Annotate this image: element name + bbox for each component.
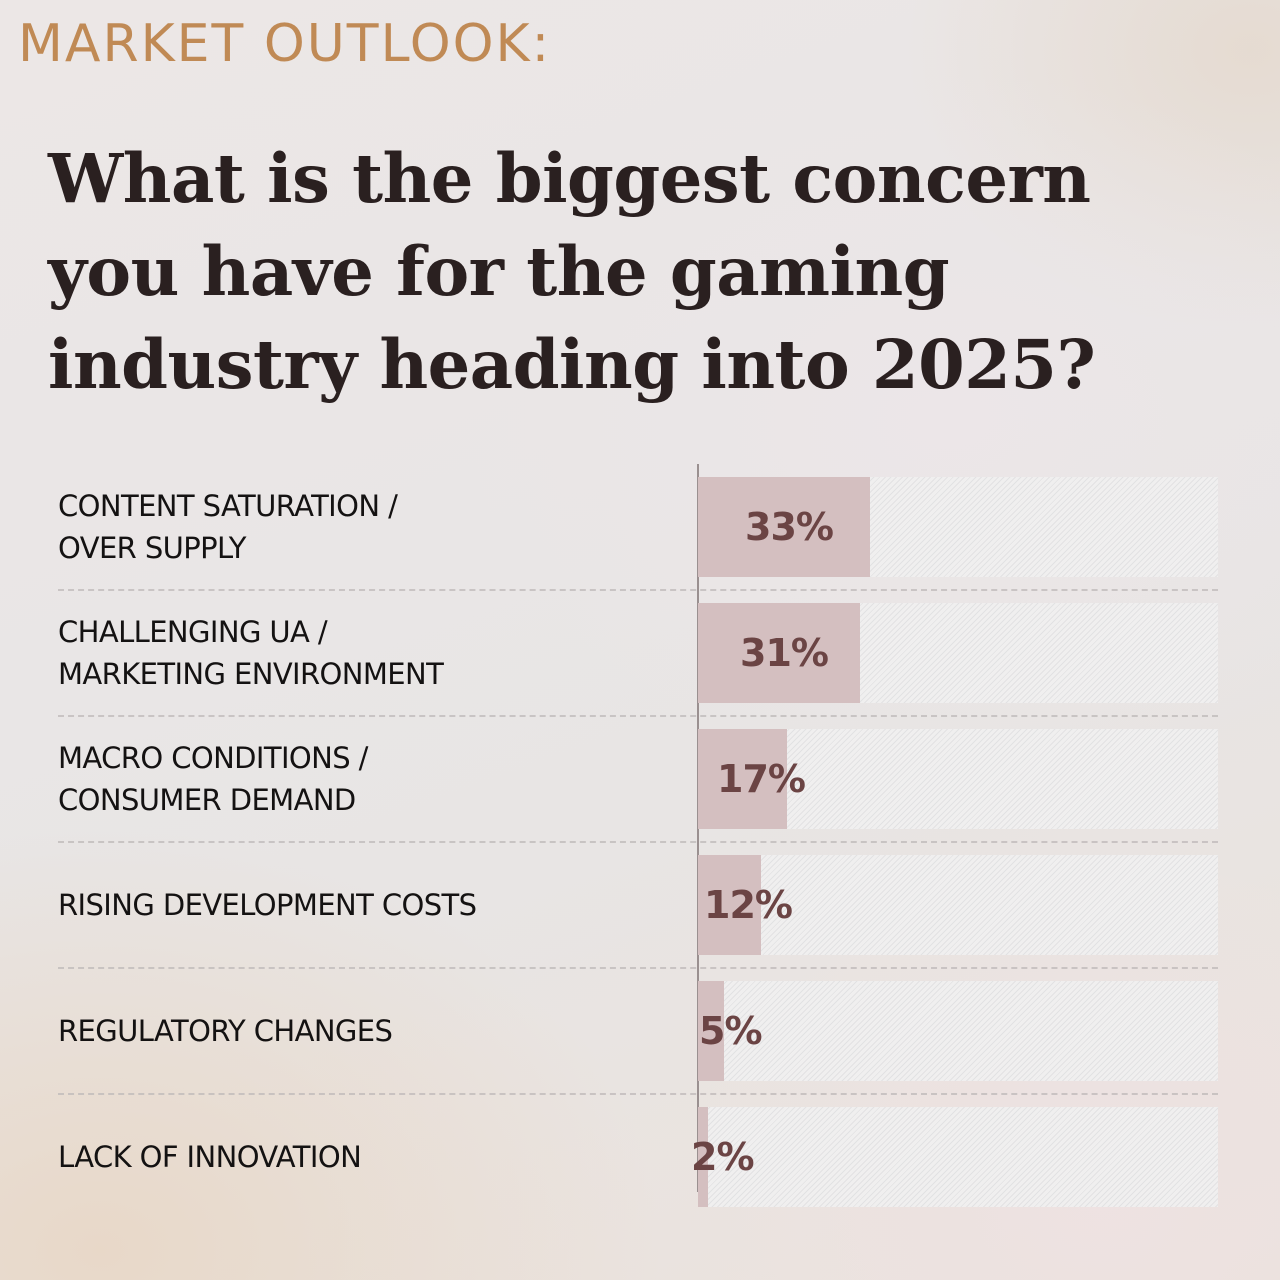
bar-track	[698, 855, 1218, 955]
row-divider	[58, 589, 1218, 591]
bar-fill	[698, 729, 787, 829]
chart-row: CHALLENGING UA / MARKETING ENVIRONMENT 31%	[0, 603, 1280, 703]
title-line-1: What is the biggest concern	[48, 139, 1091, 218]
row-divider	[58, 841, 1218, 843]
category-label-line: OVER SUPPLY	[58, 531, 246, 565]
category-label-line: REGULATORY CHANGES	[58, 1014, 393, 1048]
category-label-line: MACRO CONDITIONS /	[58, 741, 368, 775]
chart-row: LACK OF INNOVATION 2%	[0, 1107, 1280, 1207]
chart-row: CONTENT SATURATION / OVER SUPPLY 33%	[0, 477, 1280, 577]
chart-row: REGULATORY CHANGES 5%	[0, 981, 1280, 1081]
category-label-line: CHALLENGING UA /	[58, 615, 328, 649]
category-label-line: CONSUMER DEMAND	[58, 783, 356, 817]
bar-fill	[698, 477, 870, 577]
bar-fill	[698, 603, 860, 703]
kicker-heading: MARKET OUTLOOK:	[18, 14, 552, 74]
value-label: 12%	[704, 883, 793, 927]
title-line-2: you have for the gaming	[48, 232, 950, 311]
chart-axis-line	[697, 464, 699, 1192]
category-label-line: LACK OF INNOVATION	[58, 1140, 362, 1174]
category-label-line: RISING DEVELOPMENT COSTS	[58, 888, 477, 922]
category-label: CHALLENGING UA / MARKETING ENVIRONMENT	[58, 603, 618, 703]
chart-row: MACRO CONDITIONS / CONSUMER DEMAND 17%	[0, 729, 1280, 829]
value-label: 17%	[717, 757, 806, 801]
row-divider	[58, 967, 1218, 969]
bar-fill	[698, 981, 725, 1081]
category-label: CONTENT SATURATION / OVER SUPPLY	[58, 477, 618, 577]
row-divider	[58, 1093, 1218, 1095]
category-label-line: MARKETING ENVIRONMENT	[58, 657, 444, 691]
category-label: RISING DEVELOPMENT COSTS	[58, 855, 618, 955]
value-label: 31%	[740, 631, 829, 675]
category-label: MACRO CONDITIONS / CONSUMER DEMAND	[58, 729, 618, 829]
title-line-3: industry heading into 2025?	[48, 325, 1096, 404]
category-label: LACK OF INNOVATION	[58, 1107, 618, 1207]
row-divider	[58, 715, 1218, 717]
bar-fill	[698, 1107, 709, 1207]
category-label: REGULATORY CHANGES	[58, 981, 618, 1081]
value-label: 33%	[745, 505, 834, 549]
page-title: What is the biggest concern you have for…	[48, 132, 1228, 411]
bar-track	[698, 981, 1218, 1081]
category-label-line: CONTENT SATURATION /	[58, 489, 398, 523]
value-label: 5%	[699, 1009, 763, 1053]
bar-track	[698, 1107, 1218, 1207]
chart-row: RISING DEVELOPMENT COSTS 12%	[0, 855, 1280, 955]
value-label: 2%	[691, 1135, 755, 1179]
bar-fill	[698, 855, 761, 955]
